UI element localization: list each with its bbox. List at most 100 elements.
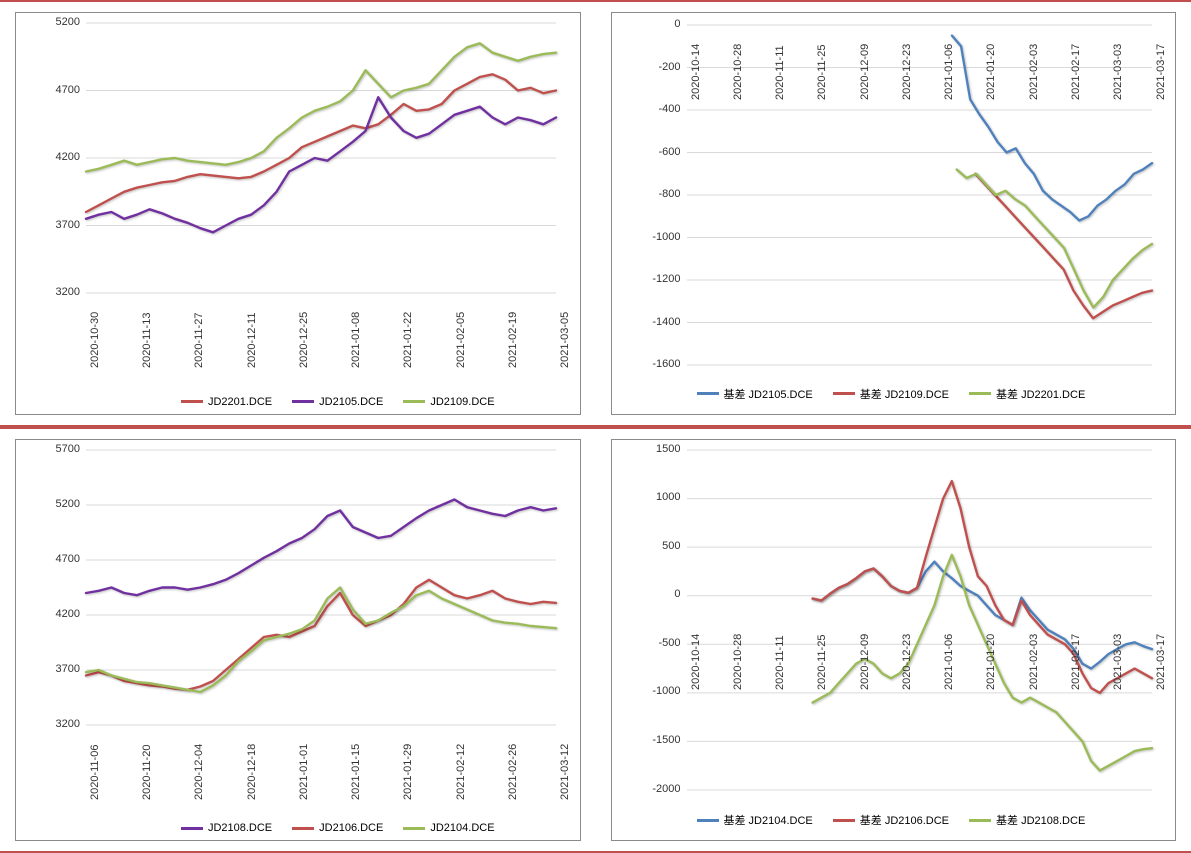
y-tick-label: 1000 — [622, 491, 681, 503]
legend-swatch — [181, 827, 203, 830]
x-tick-label: 2021-01-20 — [985, 633, 997, 689]
x-tick-label: 2021-03-17 — [1155, 44, 1167, 100]
y-tick-label: 3200 — [26, 718, 80, 730]
series-line — [86, 579, 556, 689]
plot-area: 320037004200470052002020-10-302020-11-13… — [86, 23, 556, 293]
x-tick-label: 2021-02-17 — [1070, 633, 1082, 689]
y-tick-label: 4700 — [26, 84, 80, 96]
y-tick-label: 500 — [622, 540, 681, 552]
y-tick-label: -1200 — [622, 273, 681, 285]
legend-item: 基差 JD2105.DCE — [697, 386, 813, 402]
legend-swatch — [403, 827, 425, 830]
legend-label: JD2109.DCE — [430, 396, 494, 408]
legend-item: 基差 JD2104.DCE — [697, 812, 813, 828]
legend-swatch — [292, 400, 314, 403]
legend-label: 基差 JD2201.DCE — [996, 386, 1085, 402]
x-tick-label: 2021-01-08 — [350, 312, 362, 368]
x-tick-label: 2020-11-20 — [141, 744, 153, 799]
legend-label: JD2106.DCE — [319, 822, 383, 834]
legend-label: JD2201.DCE — [208, 396, 272, 408]
x-tick-label: 2021-03-12 — [559, 743, 571, 799]
y-tick-label: -2000 — [622, 783, 681, 795]
panel-bottom-left: 3200370042004700520057002020-11-062020-1… — [0, 427, 596, 853]
panel-top-left: 320037004200470052002020-10-302020-11-13… — [0, 0, 596, 427]
x-tick-label: 2021-03-03 — [1112, 44, 1124, 100]
legend-swatch — [292, 827, 314, 830]
legend-swatch — [969, 819, 991, 822]
x-tick-label: 2021-02-12 — [455, 743, 467, 799]
y-tick-label: 4200 — [26, 608, 80, 620]
x-tick-label: 2021-01-06 — [943, 633, 955, 689]
legend-item: 基差 JD2106.DCE — [833, 812, 949, 828]
panel-bottom-right: -2000-1500-1000-5000500100015002020-10-1… — [596, 427, 1191, 853]
x-tick-label: 2021-01-06 — [943, 44, 955, 100]
legend-item: JD2104.DCE — [403, 822, 494, 834]
legend: JD2201.DCE JD2105.DCE JD2109.DCE — [116, 396, 560, 408]
legend-swatch — [181, 400, 203, 403]
x-tick-label: 2020-10-28 — [732, 633, 744, 689]
y-tick-label: -1400 — [622, 316, 681, 328]
x-tick-label: 2020-11-13 — [141, 313, 153, 368]
x-tick-label: 2020-11-11 — [774, 45, 786, 100]
series-line — [86, 499, 556, 595]
y-tick-label: 5200 — [26, 16, 80, 28]
x-tick-label: 2020-11-25 — [816, 45, 828, 100]
x-tick-label: 2020-12-04 — [193, 743, 205, 799]
legend-item: JD2109.DCE — [403, 396, 494, 408]
x-tick-label: 2020-10-28 — [732, 44, 744, 100]
series-line — [86, 97, 556, 232]
y-tick-label: -600 — [622, 146, 681, 158]
x-tick-label: 2020-11-27 — [193, 313, 205, 368]
legend-swatch — [403, 400, 425, 403]
x-tick-label: 2020-12-23 — [901, 44, 913, 100]
legend-item: JD2106.DCE — [292, 822, 383, 834]
y-tick-label: 5700 — [26, 443, 80, 455]
y-tick-label: 1500 — [622, 443, 681, 455]
x-tick-label: 2021-01-15 — [350, 743, 362, 799]
legend-label: 基差 JD2104.DCE — [724, 812, 813, 828]
panel-top-right: -1600-1400-1200-1000-800-600-400-2000202… — [596, 0, 1191, 427]
legend-label: JD2104.DCE — [430, 822, 494, 834]
y-tick-label: 0 — [622, 588, 681, 600]
y-tick-label: -200 — [622, 61, 681, 73]
x-tick-label: 2020-12-09 — [859, 633, 871, 689]
y-tick-label: -400 — [622, 103, 681, 115]
x-tick-label: 2020-10-14 — [690, 44, 702, 100]
x-tick-label: 2020-12-23 — [901, 633, 913, 689]
y-tick-label: 3700 — [26, 219, 80, 231]
plot-area: -2000-1500-1000-5000500100015002020-10-1… — [687, 450, 1152, 790]
legend-swatch — [833, 819, 855, 822]
series-line — [956, 170, 1151, 308]
x-tick-label: 2020-10-30 — [89, 312, 101, 368]
legend-item: 基差 JD2201.DCE — [969, 386, 1085, 402]
y-tick-label: -1000 — [622, 685, 681, 697]
chart-grid: 3200 3700 4200 4700 5200 2020-10-30 2020-11-13… — [0, 0, 1191, 853]
x-tick-label: 2020-12-25 — [298, 312, 310, 368]
x-tick-label: 2021-01-22 — [402, 312, 414, 368]
legend-label: 基差 JD2105.DCE — [724, 386, 813, 402]
series-line — [86, 74, 556, 212]
x-tick-label: 2021-02-19 — [507, 312, 519, 368]
legend-swatch — [833, 392, 855, 395]
x-tick-label: 2020-11-25 — [816, 634, 828, 689]
legend-item: 基差 JD2109.DCE — [833, 386, 949, 402]
legend-item: JD2108.DCE — [181, 822, 272, 834]
x-tick-label: 2021-02-26 — [507, 743, 519, 799]
plot-area: 3200370042004700520057002020-11-062020-1… — [86, 450, 556, 725]
y-tick-label: -1500 — [622, 734, 681, 746]
x-tick-label: 2020-12-09 — [859, 44, 871, 100]
y-tick-label: 3700 — [26, 663, 80, 675]
legend-swatch — [697, 392, 719, 395]
y-tick-label: -500 — [622, 637, 681, 649]
legend-label: 基差 JD2109.DCE — [860, 386, 949, 402]
legend: 基差 JD2104.DCE基差 JD2106.DCE基差 JD2108.DCE — [697, 812, 1086, 828]
y-tick-label: 3200 — [26, 286, 80, 298]
x-tick-label: 2020-11-11 — [774, 635, 786, 690]
x-tick-label: 2021-02-03 — [1028, 633, 1040, 689]
legend-item: JD2105.DCE — [292, 396, 383, 408]
y-tick-label: -800 — [622, 188, 681, 200]
x-tick-label: 2021-01-01 — [298, 743, 310, 799]
x-tick-label: 2020-12-11 — [246, 313, 258, 368]
y-tick-label: 0 — [622, 18, 681, 30]
legend-label: JD2105.DCE — [319, 396, 383, 408]
